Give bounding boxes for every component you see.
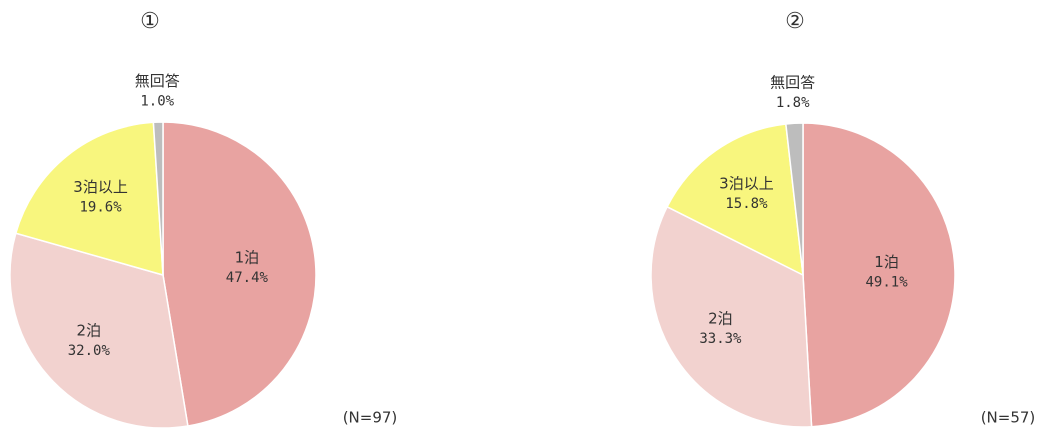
slice-value-label: 32.0% — [68, 343, 111, 359]
slice-label: 3泊以上 — [73, 178, 128, 196]
slice-label: 1泊 — [874, 253, 899, 271]
slice-label: 無回答 — [135, 72, 180, 90]
note: (N=57) — [981, 409, 1036, 427]
slice-value-label: 19.6% — [79, 200, 122, 216]
pie-slice — [162, 121, 317, 427]
note: (N=97) — [343, 409, 398, 427]
chart-title: ① — [140, 9, 160, 34]
slice-label: 2泊 — [708, 310, 733, 328]
slice-value-label: 49.1% — [865, 275, 908, 291]
slice-label: 3泊以上 — [719, 174, 774, 192]
slice-value-label: 15.8% — [725, 196, 768, 212]
pie-slice — [666, 123, 804, 277]
slice-value-label: 1.8% — [776, 95, 810, 111]
pie-slice — [152, 121, 164, 276]
slice-value-label: 47.4% — [226, 270, 269, 286]
pie-slice — [650, 205, 813, 428]
slice-label: 無回答 — [770, 73, 815, 91]
slice-label: 1泊 — [235, 249, 260, 267]
pie-slice — [14, 121, 164, 277]
pie-slice — [802, 122, 956, 428]
slice-value-label: 1.0% — [140, 93, 174, 109]
slice-value-label: 33.3% — [699, 331, 742, 347]
slice-label: 2泊 — [77, 322, 102, 340]
pie-slice — [9, 232, 189, 429]
chart-title: ② — [785, 9, 805, 34]
pie-slice — [785, 122, 804, 276]
